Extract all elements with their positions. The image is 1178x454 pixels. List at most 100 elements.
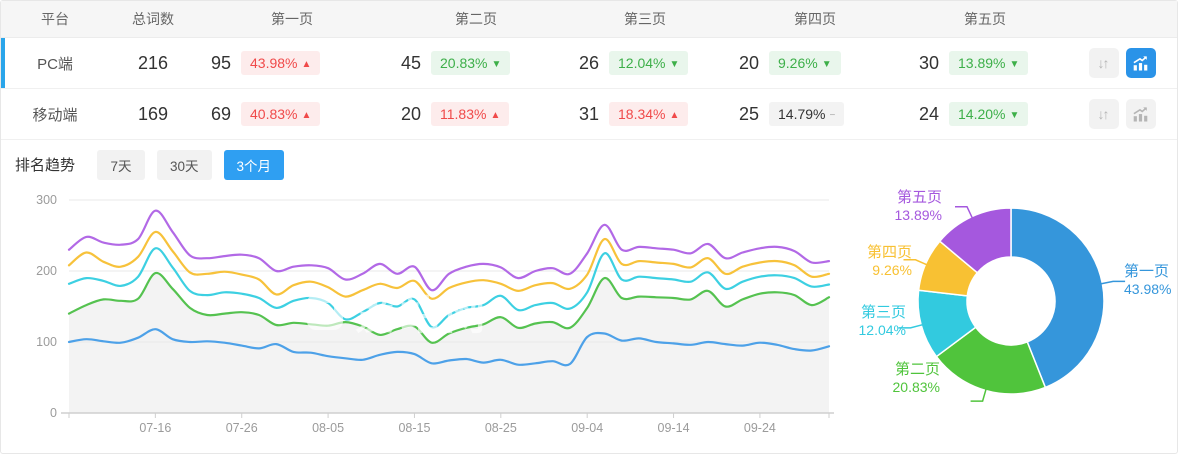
change-badge: 14.79% − [769,102,845,126]
donut-label-pct: 13.89% [894,207,942,224]
change-badge: 14.20% ▼ [949,102,1029,126]
page5-cell: 24 14.20% ▼ [905,102,1065,126]
donut-label-1: 第一页 43.98% [1124,263,1178,298]
page3-cell: 26 12.04% ▼ [565,51,725,75]
donut-slice-1[interactable] [1010,207,1105,389]
col-page3: 第三页 [624,11,666,27]
donut-label-pct: 9.26% [872,262,912,279]
label-leader-line [955,205,974,220]
col-platform: 平台 [41,11,69,27]
x-axis-label: 08-15 [398,421,430,435]
trend-down-icon: ▼ [669,59,680,70]
x-axis-label: 07-26 [226,421,258,435]
label-leader-line [898,323,925,329]
trend-chart-button[interactable] [1125,99,1156,129]
donut-slice-5[interactable] [939,207,1012,274]
trend-down-icon: ▼ [1009,59,1020,70]
page-share-donut-chart[interactable]: 第一页 43.98% 第二页 20.83% 第三页 12.04% 第四页 9.26% 第五页 13… [836,189,1178,453]
sort-arrows-button[interactable]: ↓↑ [1088,48,1119,78]
total-words: 169 [137,103,169,124]
donut-label-name: 第三页 [860,304,906,321]
y-axis-label: 100 [36,335,57,349]
sort-arrows-icon: ↓↑ [1097,106,1110,122]
x-axis-label: 07-16 [139,421,171,435]
label-leader-line [1099,280,1126,285]
change-badge: 11.83% ▲ [431,102,510,126]
rank-trend-line-chart[interactable]: 0 100 200 300 07-16 07-26 08-05 08-15 08-25 09-04… [1,189,836,453]
change-badge: 18.34% ▲ [609,102,689,126]
tab-period-0[interactable]: 7天 [97,149,146,180]
y-axis-label: 0 [50,406,57,420]
page-count: 20 [738,52,759,73]
total-words: 216 [137,52,169,73]
donut-label-5: 第五页 13.89% [856,189,942,224]
label-leader-line [903,259,929,267]
page-count: 20 [400,103,421,124]
x-axis-label: 09-14 [658,421,690,435]
page-count: 24 [918,103,939,124]
row-actions: ↓↑ [1065,48,1178,78]
table-header: 平台 总词数 第一页 第二页 第三页 第四页 第五页 [1,1,1177,38]
donut-label-name: 第一页 [1124,263,1170,280]
page4-cell: 20 9.26% ▼ [725,51,905,75]
period-tabs: 7天 30天 3个月 [97,149,296,180]
trend-line-line2 [67,271,831,344]
page-count: 26 [578,52,599,73]
trend-chart-icon [1132,55,1149,72]
col-page4: 第四页 [794,11,836,27]
table-body: PC端 216 95 43.98% ▲ 45 20.83% ▼ 26 12.04% ▼ 20 9.26%… [1,38,1177,140]
table-row-pc[interactable]: PC端 216 95 43.98% ▲ 45 20.83% ▼ 26 12.04% ▼ 20 9.26%… [1,38,1177,89]
page-count: 30 [918,52,939,73]
tab-period-1[interactable]: 30天 [157,149,212,180]
label-leader-line [970,387,988,402]
page2-cell: 45 20.83% ▼ [387,51,565,75]
trend-chart-button[interactable] [1125,48,1156,78]
trend-up-icon: ▲ [301,110,312,121]
sort-arrows-button[interactable]: ↓↑ [1088,99,1119,129]
col-page1: 第一页 [271,11,313,27]
donut-label-name: 第五页 [896,189,942,206]
donut-label-pct: 20.83% [892,379,940,396]
donut-label-2: 第二页 20.83% [876,361,940,396]
donut-label-3: 第三页 12.04% [842,304,906,339]
col-page5: 第五页 [964,11,1006,27]
col-page2: 第二页 [455,11,497,27]
col-total-words: 总词数 [132,11,174,27]
change-badge: 9.26% ▼ [769,51,841,75]
trend-line-line4 [67,230,831,300]
charts-row: 0 100 200 300 07-16 07-26 08-05 08-15 08-25 09-04… [1,189,1177,453]
trend-up-icon: ▲ [669,110,680,121]
trend-line-line1 [67,328,831,367]
x-axis-label: 09-24 [744,421,776,435]
sort-arrows-icon: ↓↑ [1097,55,1110,71]
trend-flat-icon: − [829,110,836,121]
donut-label-pct: 12.04% [858,322,906,339]
platform-name: PC端 [37,55,73,73]
page-count: 95 [210,52,231,73]
y-axis-label: 200 [36,264,57,278]
tab-period-2[interactable]: 3个月 [223,149,285,180]
trend-down-icon: ▼ [491,59,502,70]
trend-line-line3 [67,247,831,329]
table-row-mobile[interactable]: 移动端 169 69 40.83% ▲ 20 11.83% ▲ 31 18.34% ▲ 25 14.79… [1,89,1177,140]
donut-slice-2[interactable] [935,326,1047,395]
trend-chart-icon [1132,106,1149,123]
trend-down-icon: ▼ [821,59,832,70]
change-badge: 20.83% ▼ [431,51,511,75]
trend-line-line5 [67,209,831,292]
x-axis-label: 08-05 [312,421,344,435]
x-axis-label: 08-25 [485,421,517,435]
page-count: 31 [578,103,599,124]
platform-name: 移动端 [32,106,78,124]
page1-cell: 95 43.98% ▲ [197,51,387,75]
change-badge: 12.04% ▼ [609,51,689,75]
trend-section-title: 排名趋势 [15,157,76,174]
page3-cell: 31 18.34% ▲ [565,102,725,126]
page2-cell: 20 11.83% ▲ [387,102,565,126]
x-axis-label: 09-04 [571,421,603,435]
page-count: 25 [738,103,759,124]
page-count: 45 [400,52,421,73]
donut-label-pct: 43.98% [1124,281,1172,298]
trend-up-icon: ▲ [301,59,312,70]
area-fill-line2 [69,272,829,413]
